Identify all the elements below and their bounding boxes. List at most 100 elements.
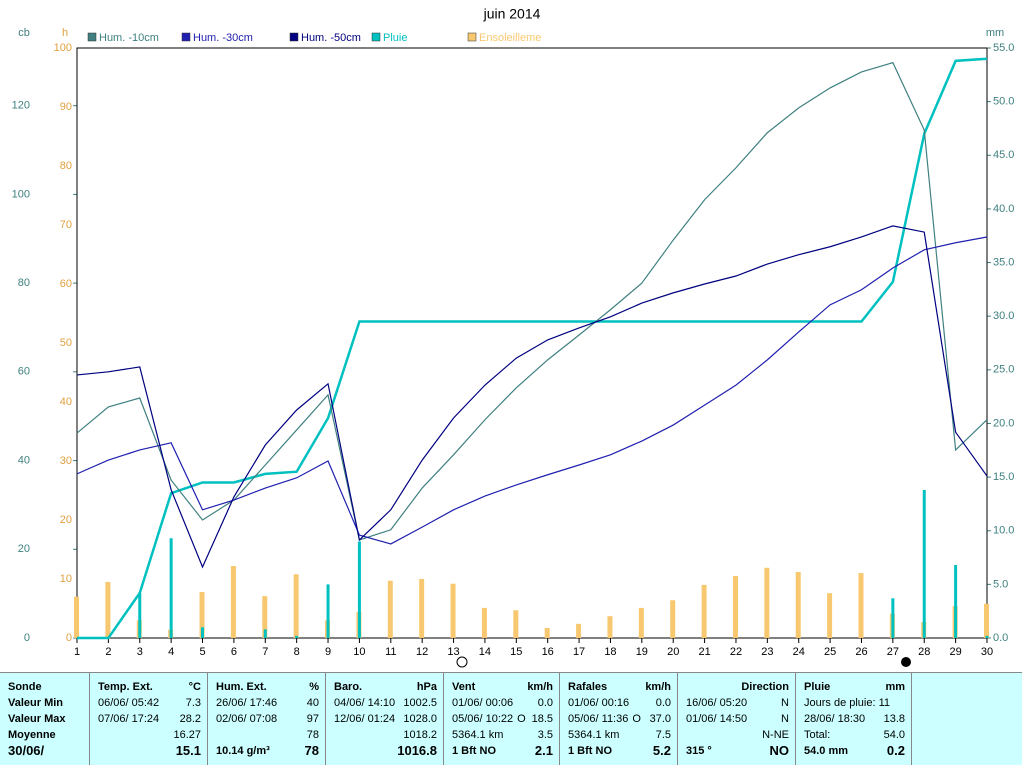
table-cell: N-NE	[762, 729, 789, 741]
y2-tick-label: 55.0	[993, 42, 1014, 54]
table-row: 315 ° NO	[686, 743, 789, 759]
sun-bar	[795, 571, 801, 638]
table-row: 07/06/ 17:24 28.2	[98, 711, 201, 727]
table-row: Sonde	[8, 679, 83, 695]
table-row: Moyenne	[8, 727, 83, 743]
table-cell: 07/06/ 17:24	[98, 713, 160, 725]
table-row: Temp. Ext. °C	[98, 679, 201, 695]
table-row: 30/06/	[8, 743, 83, 759]
sun-bar	[701, 584, 707, 638]
x-tick-label: 16	[542, 646, 554, 658]
x-tick-label: 20	[667, 646, 679, 658]
legend-label: Pluie	[383, 32, 407, 44]
x-tick-label: 3	[137, 646, 143, 658]
table-cell: Direction	[741, 681, 789, 693]
legend-swatch	[467, 32, 477, 42]
table-cell: 05/06/ 10:22	[452, 713, 514, 725]
table-cell: 5364.1 km	[568, 729, 620, 741]
table-cell: 37.0	[649, 713, 671, 725]
sun-bar	[984, 603, 989, 638]
y2-tick-label: 50.0	[993, 96, 1014, 108]
table-row: Valeur Min	[8, 695, 83, 711]
table-row: 06/06/ 05:42 7.3	[98, 695, 201, 711]
x-tick-label: 30	[981, 646, 993, 658]
h-tick-label: 20	[60, 514, 72, 526]
rain-bar	[985, 635, 989, 638]
table-cell: hPa	[416, 681, 437, 693]
x-tick-label: 2	[105, 646, 111, 658]
y-tick-label: 0	[24, 632, 30, 644]
x-tick-label: 19	[636, 646, 648, 658]
y2-tick-label: 25.0	[993, 364, 1014, 376]
table-row: 78	[216, 727, 319, 743]
x-tick-label: 6	[231, 646, 237, 658]
legend-swatch	[181, 32, 191, 42]
rain-bar	[263, 629, 267, 638]
x-tick-label: 14	[479, 646, 491, 658]
sun-bar	[607, 616, 613, 638]
table-row: 16.27	[98, 727, 201, 743]
y-tick-label: 20	[18, 543, 30, 555]
table-cell: 3.5	[537, 729, 553, 741]
rain-bar	[326, 584, 330, 638]
rain-bar	[138, 592, 142, 638]
table-cell: 1018.2	[403, 729, 437, 741]
table-cell: N	[781, 713, 789, 725]
table-cell: 0.2	[886, 743, 905, 758]
table-row: 1016.8	[334, 743, 437, 759]
y-unit: cb	[18, 27, 30, 39]
sun-bar	[387, 580, 393, 638]
sun-bar	[481, 607, 487, 638]
rain-bar	[201, 627, 205, 638]
table-cell: 13.8	[883, 713, 905, 725]
legend-label: Hum. -50cm	[301, 32, 361, 44]
table-row: 10.14 g/m³ 78	[216, 743, 319, 759]
x-tick-label: 25	[824, 646, 836, 658]
table-cell: 5.2	[652, 743, 671, 758]
table-cell: 5364.1 km	[452, 729, 504, 741]
table-column: Rafales km/h 01/06/ 00:16 0.0 05/06/ 11:36 O 3…	[560, 673, 678, 765]
h-unit: h	[62, 27, 68, 39]
h-tick-label: 80	[60, 160, 72, 172]
table-column: Vent km/h 01/06/ 00:06 0.0 05/06/ 10:22 O 18.5…	[444, 673, 560, 765]
h-tick-label: 50	[60, 337, 72, 349]
sun-bar	[419, 579, 425, 638]
x-tick-label: 10	[353, 646, 365, 658]
table-cell: Jours de pluie: 11	[804, 697, 891, 709]
h-tick-label: 60	[60, 278, 72, 290]
sun-bar	[732, 576, 738, 638]
sun-bar	[450, 583, 456, 638]
y2-tick-label: 30.0	[993, 310, 1014, 322]
table-row: 05/06/ 11:36 O 37.0	[568, 711, 671, 727]
table-cell: km/h	[645, 681, 671, 693]
y2-tick-label: 45.0	[993, 149, 1014, 161]
sun-bar	[105, 581, 111, 638]
legend-swatch	[289, 32, 299, 42]
x-tick-label: 21	[698, 646, 710, 658]
sun-bar	[74, 596, 79, 638]
table-row: 5364.1 km 3.5	[452, 727, 553, 743]
sun-bar	[513, 610, 519, 638]
legend-label: Hum. -30cm	[193, 32, 253, 44]
table-cell: 0.0	[537, 697, 553, 709]
table-cell: 7.5	[655, 729, 671, 741]
x-tick-label: 22	[730, 646, 742, 658]
table-column: Sonde Valeur Min Valeur Max Moyenne 30/06/	[0, 673, 90, 765]
table-cell: 16.27	[173, 729, 201, 741]
sun-bar	[230, 566, 236, 638]
table-cell: 18.5	[531, 713, 553, 725]
rain-bar	[922, 489, 926, 638]
h-tick-label: 70	[60, 219, 72, 231]
y2-tick-label: 5.0	[993, 578, 1008, 590]
rain-bar	[891, 598, 895, 638]
x-tick-label: 8	[294, 646, 300, 658]
legend-label: Hum. -10cm	[99, 32, 159, 44]
table-cell: 40	[306, 697, 319, 709]
table-row: Baro. hPa	[334, 679, 437, 695]
table-cell: 54.0	[883, 729, 905, 741]
table-row: Valeur Max	[8, 711, 83, 727]
table-cell: 1028.0	[403, 713, 437, 725]
table-cell: 15.1	[175, 743, 201, 758]
sun-bar	[576, 623, 582, 638]
table-cell: Valeur Min	[8, 697, 64, 709]
